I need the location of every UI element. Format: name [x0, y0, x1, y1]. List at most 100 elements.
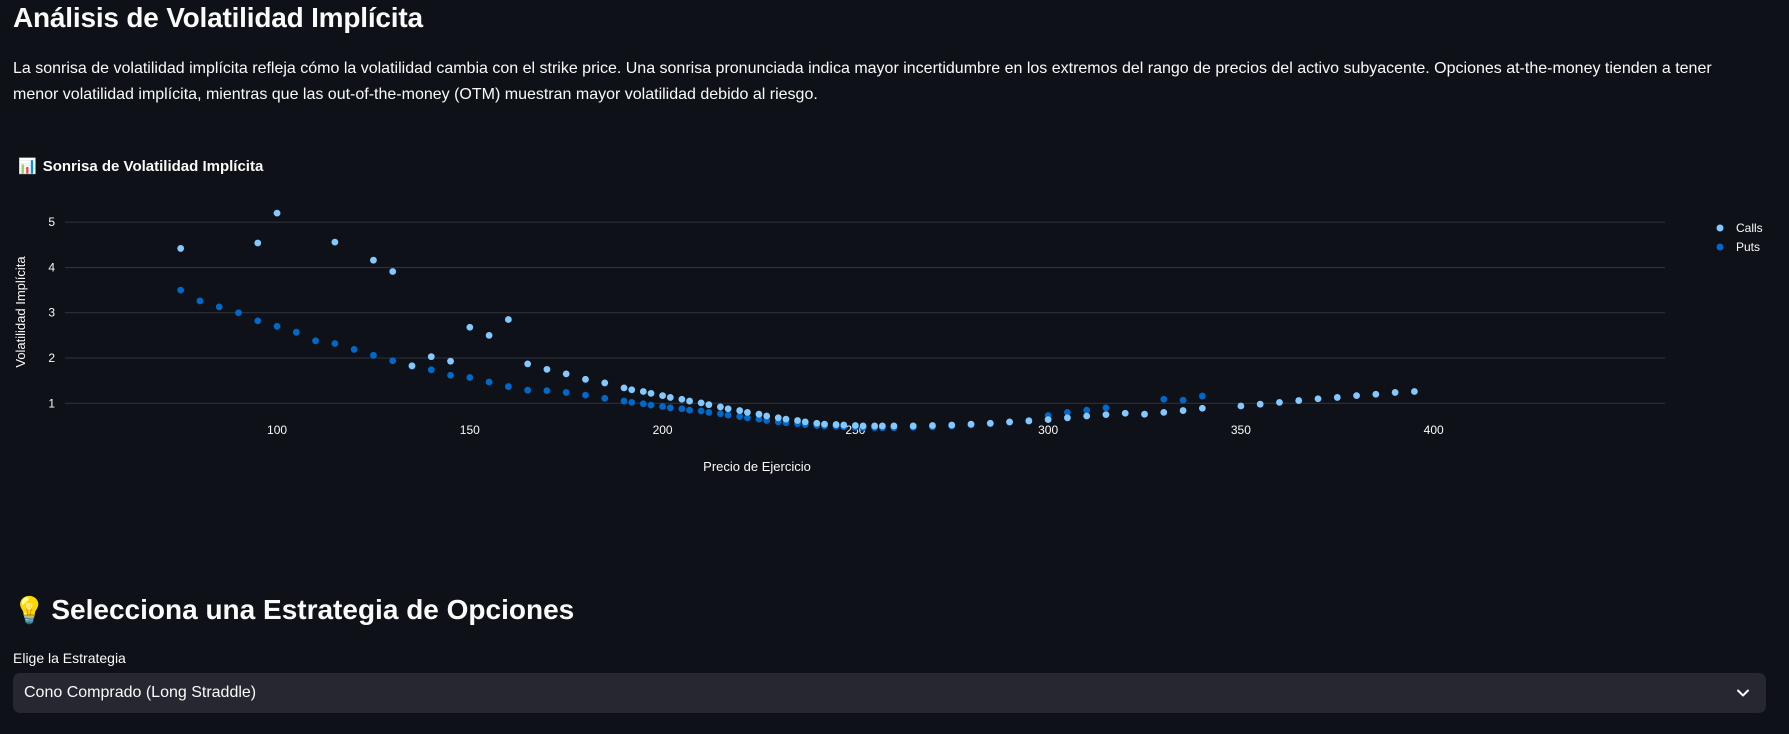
calls-point[interactable]: [717, 403, 724, 411]
calls-point[interactable]: [851, 422, 859, 429]
calls-point[interactable]: [628, 386, 636, 394]
calls-point[interactable]: [763, 412, 771, 420]
legend-marker-puts[interactable]: [1716, 243, 1724, 251]
puts-point[interactable]: [273, 322, 281, 330]
calls-point[interactable]: [1410, 388, 1418, 395]
series-calls[interactable]: [177, 209, 1418, 430]
puts-point[interactable]: [1083, 406, 1091, 414]
puts-point[interactable]: [562, 389, 570, 396]
calls-point[interactable]: [543, 365, 551, 373]
puts-point[interactable]: [504, 383, 512, 390]
calls-point[interactable]: [1102, 411, 1110, 419]
chevron-down-icon[interactable]: [1736, 686, 1750, 700]
calls-point[interactable]: [1083, 412, 1091, 420]
calls-point[interactable]: [427, 353, 435, 361]
calls-point[interactable]: [524, 360, 532, 368]
chart-legend[interactable]: Calls Puts: [1716, 221, 1763, 254]
calls-point[interactable]: [1198, 404, 1206, 412]
puts-point[interactable]: [647, 401, 655, 409]
calls-point[interactable]: [1064, 414, 1071, 422]
puts-point[interactable]: [524, 386, 532, 394]
puts-point[interactable]: [639, 400, 647, 408]
puts-point[interactable]: [1160, 395, 1168, 403]
calls-point[interactable]: [447, 357, 454, 365]
puts-point[interactable]: [1102, 404, 1110, 412]
calls-point[interactable]: [370, 256, 377, 264]
calls-point[interactable]: [929, 422, 936, 429]
puts-point[interactable]: [370, 351, 377, 359]
calls-point[interactable]: [1276, 398, 1283, 406]
puts-point[interactable]: [1064, 408, 1071, 416]
calls-point[interactable]: [504, 316, 512, 323]
calls-point[interactable]: [177, 245, 185, 252]
calls-point[interactable]: [1237, 402, 1245, 410]
puts-point[interactable]: [331, 340, 339, 347]
calls-point[interactable]: [755, 410, 763, 418]
calls-point[interactable]: [666, 394, 674, 401]
legend-label-calls[interactable]: Calls: [1736, 221, 1763, 235]
calls-point[interactable]: [794, 417, 801, 424]
puts-point[interactable]: [543, 387, 551, 395]
puts-point[interactable]: [705, 408, 713, 416]
calls-point[interactable]: [871, 422, 879, 430]
puts-point[interactable]: [466, 374, 474, 381]
calls-point[interactable]: [782, 415, 790, 423]
puts-point[interactable]: [292, 328, 300, 336]
calls-point[interactable]: [686, 397, 693, 405]
puts-point[interactable]: [254, 317, 262, 325]
scatter-points[interactable]: [177, 209, 1418, 432]
calls-point[interactable]: [562, 370, 570, 378]
series-puts[interactable]: [177, 286, 1206, 432]
legend-label-puts[interactable]: Puts: [1736, 240, 1760, 254]
calls-point[interactable]: [813, 419, 821, 427]
calls-point[interactable]: [1295, 397, 1303, 404]
calls-point[interactable]: [485, 331, 493, 339]
puts-point[interactable]: [177, 286, 185, 294]
puts-point[interactable]: [724, 411, 732, 419]
calls-point[interactable]: [736, 407, 744, 414]
calls-point[interactable]: [1314, 395, 1322, 403]
strategy-select[interactable]: Cono Comprado (Long Straddle): [13, 673, 1766, 713]
calls-point[interactable]: [620, 384, 628, 392]
puts-point[interactable]: [659, 403, 666, 410]
calls-point[interactable]: [948, 421, 956, 429]
calls-point[interactable]: [273, 209, 281, 217]
calls-point[interactable]: [890, 422, 898, 430]
calls-point[interactable]: [1179, 407, 1187, 414]
calls-point[interactable]: [909, 422, 917, 430]
calls-point[interactable]: [466, 323, 474, 331]
puts-point[interactable]: [755, 415, 763, 423]
puts-point[interactable]: [582, 391, 589, 399]
puts-point[interactable]: [427, 366, 435, 374]
puts-point[interactable]: [744, 414, 751, 422]
puts-point[interactable]: [215, 303, 223, 311]
calls-point[interactable]: [1160, 408, 1168, 416]
calls-point[interactable]: [801, 418, 809, 426]
calls-point[interactable]: [678, 395, 686, 403]
puts-point[interactable]: [1198, 392, 1206, 400]
calls-point[interactable]: [832, 421, 840, 428]
calls-point[interactable]: [1372, 390, 1380, 398]
calls-point[interactable]: [254, 239, 262, 247]
puts-point[interactable]: [312, 337, 320, 345]
puts-point[interactable]: [447, 371, 454, 379]
calls-point[interactable]: [331, 238, 339, 246]
puts-point[interactable]: [686, 406, 693, 414]
calls-point[interactable]: [744, 408, 751, 416]
puts-point[interactable]: [350, 346, 358, 353]
calls-point[interactable]: [647, 389, 655, 397]
calls-point[interactable]: [840, 421, 848, 429]
calls-point[interactable]: [1333, 394, 1341, 401]
calls-point[interactable]: [1141, 410, 1148, 418]
calls-point[interactable]: [774, 414, 782, 422]
calls-point[interactable]: [705, 401, 713, 409]
calls-point[interactable]: [697, 399, 705, 407]
puts-point[interactable]: [628, 398, 636, 406]
puts-point[interactable]: [196, 297, 204, 305]
calls-point[interactable]: [1391, 389, 1399, 396]
calls-point[interactable]: [1025, 417, 1033, 425]
calls-point[interactable]: [1044, 416, 1052, 424]
puts-point[interactable]: [736, 413, 744, 420]
calls-point[interactable]: [389, 268, 397, 275]
